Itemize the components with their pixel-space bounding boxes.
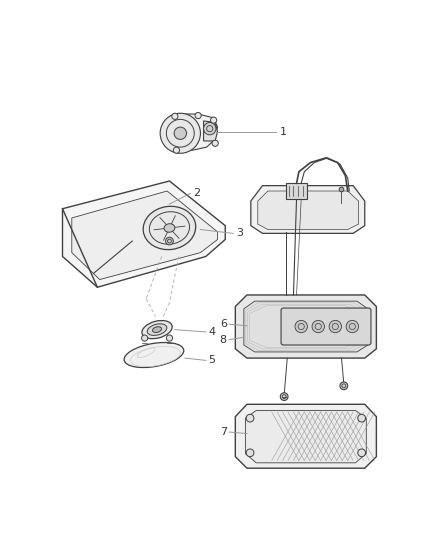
Polygon shape (258, 191, 359, 230)
Circle shape (358, 449, 366, 457)
Circle shape (312, 320, 325, 333)
Polygon shape (244, 301, 368, 352)
Circle shape (246, 449, 254, 457)
Polygon shape (235, 295, 376, 358)
Circle shape (339, 187, 344, 192)
Circle shape (280, 393, 288, 400)
Ellipse shape (164, 224, 175, 232)
Circle shape (174, 127, 187, 140)
Text: 5: 5 (208, 356, 215, 366)
Ellipse shape (177, 136, 184, 140)
Text: 2: 2 (193, 188, 200, 198)
Circle shape (329, 320, 342, 333)
Polygon shape (251, 185, 365, 233)
Polygon shape (167, 114, 218, 150)
Text: 7: 7 (220, 427, 227, 437)
Circle shape (295, 320, 307, 333)
Circle shape (172, 113, 178, 119)
Ellipse shape (124, 343, 184, 368)
Circle shape (340, 382, 348, 390)
Circle shape (358, 414, 366, 422)
Text: 6: 6 (220, 319, 227, 329)
Polygon shape (286, 183, 307, 199)
Circle shape (195, 112, 201, 119)
Circle shape (212, 140, 218, 147)
Circle shape (211, 117, 217, 123)
Polygon shape (245, 410, 366, 463)
Polygon shape (63, 181, 225, 287)
Circle shape (141, 335, 148, 341)
Polygon shape (204, 121, 218, 141)
Circle shape (173, 147, 180, 154)
FancyBboxPatch shape (281, 308, 371, 345)
Circle shape (346, 320, 359, 333)
Text: 8: 8 (220, 335, 227, 345)
Text: 1: 1 (279, 127, 286, 137)
Polygon shape (72, 191, 218, 280)
Circle shape (160, 113, 201, 154)
Polygon shape (235, 405, 376, 468)
Circle shape (166, 335, 173, 341)
Text: 4: 4 (208, 327, 215, 337)
Circle shape (204, 123, 216, 135)
Ellipse shape (142, 320, 172, 338)
Circle shape (246, 414, 254, 422)
Ellipse shape (143, 206, 196, 249)
Text: 3: 3 (236, 228, 243, 238)
Ellipse shape (152, 327, 162, 333)
Circle shape (166, 237, 173, 245)
Ellipse shape (147, 324, 167, 335)
